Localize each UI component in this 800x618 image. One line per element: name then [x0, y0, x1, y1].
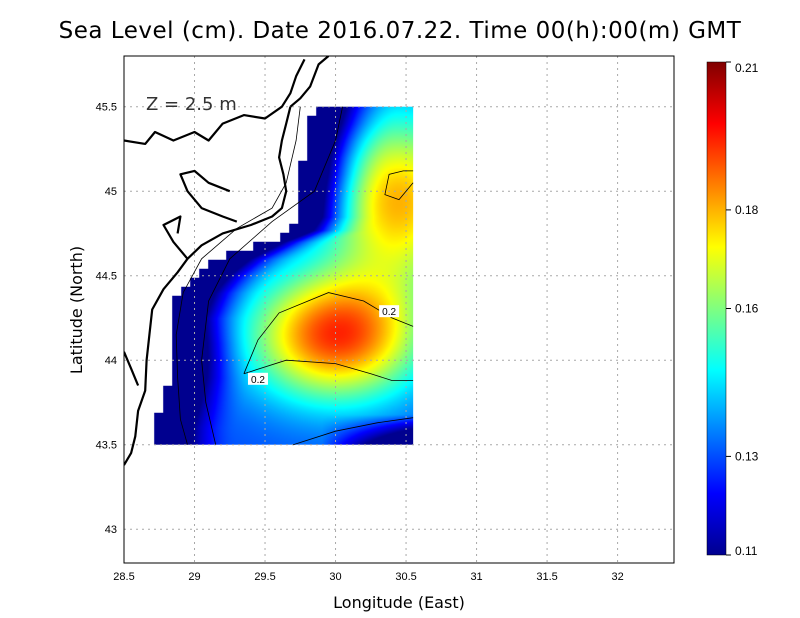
colorbar-label: 0.11	[735, 544, 758, 558]
coastline-segment	[289, 56, 330, 108]
x-axis-label: Longitude (East)	[333, 593, 465, 612]
contour-line	[243, 359, 414, 381]
depth-annotation: Z = 2.5 m	[146, 94, 237, 115]
coastline-segment	[124, 351, 140, 386]
contour-line	[384, 170, 414, 201]
coastline	[124, 56, 330, 466]
contour-line	[243, 292, 414, 374]
contour-lines	[175, 106, 414, 446]
colorbar	[706, 61, 727, 556]
contour-label-box	[379, 305, 400, 318]
coastline-segment	[179, 169, 238, 223]
y-tick-label: 45	[105, 186, 117, 198]
y-axis-label: Latitude (North)	[67, 246, 86, 374]
colorbar-label: 0.18	[735, 203, 759, 217]
plot-frame	[123, 55, 675, 564]
sea-level-field	[145, 106, 414, 445]
colorbar-label: 0.21	[735, 61, 759, 75]
x-tick-label: 32	[611, 571, 623, 583]
x-tick-label: 30	[329, 571, 341, 583]
y-tick-label: 44.5	[96, 271, 117, 283]
coastline-segment	[162, 215, 189, 260]
y-tick-label: 45.5	[96, 102, 117, 114]
contour-line	[175, 106, 301, 445]
x-tick-label: 31.5	[536, 571, 557, 583]
colorbar-label: 0.16	[735, 302, 759, 316]
colorbar-label: 0.13	[735, 449, 759, 463]
x-tick-label: 31	[470, 571, 482, 583]
contour-label: 0.2	[251, 375, 265, 386]
contour-line	[293, 417, 414, 446]
coastline-segment	[124, 58, 306, 145]
x-tick-label: 28.5	[113, 571, 134, 583]
contour-line	[201, 106, 343, 445]
coastline-segment	[124, 106, 292, 466]
y-tick-label: 43	[105, 524, 117, 536]
contour-label-box	[247, 372, 268, 385]
x-tick-label: 29	[188, 571, 200, 583]
x-tick-label: 29.5	[254, 571, 275, 583]
x-tick-label: 30.5	[395, 571, 416, 583]
y-tick-label: 44	[105, 355, 117, 367]
chart-title: Sea Level (cm). Date 2016.07.22. Time 00…	[58, 18, 742, 44]
y-tick-label: 43.5	[96, 440, 117, 452]
contour-label: 0.2	[382, 307, 396, 318]
grid-lines	[124, 56, 674, 563]
